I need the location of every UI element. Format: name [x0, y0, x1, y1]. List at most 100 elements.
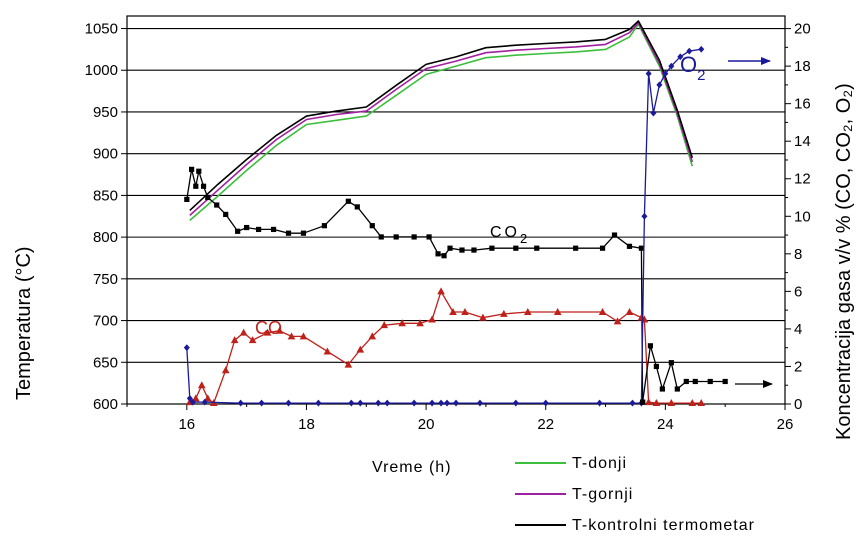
series-line-co [189, 290, 702, 404]
legend-label-t_donji: T-donji [572, 455, 627, 472]
data-point-co2 [447, 245, 453, 251]
data-point-o2 [677, 53, 684, 61]
y-tick-label-left: 650 [93, 354, 118, 371]
data-point-co_low [692, 378, 698, 385]
annotation-co2-sub: 2 [520, 231, 530, 246]
y-axis-title-left: Temperatura (°C) [13, 246, 35, 400]
data-point-o2 [512, 399, 519, 407]
data-point-co [428, 315, 436, 323]
annotation-o2: O2 [680, 52, 771, 84]
data-point-co [287, 332, 296, 340]
y-axis-title-right: Koncentracija gasa v/v % (CO, CO₂, O₂) [833, 83, 855, 440]
data-point-co [356, 345, 365, 353]
data-point-co [344, 360, 353, 368]
data-point-co2 [184, 196, 190, 202]
x-tick-label: 18 [298, 416, 315, 433]
right-axis: 0 2 4 6 8 10 12 14 16 18 20 [785, 21, 811, 413]
data-point-co2 [411, 234, 417, 240]
data-point-o2 [645, 70, 652, 78]
data-point-co2 [573, 245, 579, 251]
x-tick-label: 22 [537, 416, 554, 433]
y-tick-label-right: 2 [794, 358, 802, 375]
data-point-co [449, 308, 457, 316]
y-tick-label-left: 1050 [85, 21, 118, 38]
data-point-co [203, 394, 212, 402]
series-line-t_kontrolni [189, 20, 694, 211]
data-point-co2 [599, 245, 606, 251]
data-point-o2 [237, 399, 244, 407]
data-point-o2 [258, 399, 265, 407]
series-t_donji [189, 23, 694, 222]
data-point-co2 [435, 251, 441, 257]
data-point-co [644, 398, 653, 406]
data-point-co [437, 287, 445, 295]
data-point-o2 [315, 399, 322, 407]
series-line-o2 [186, 48, 702, 404]
data-point-co_low [683, 378, 689, 385]
data-point-o2 [186, 394, 193, 402]
left-axis: 600 650 700 750 800 850 900 950 1000 1050 [85, 21, 127, 413]
y-tick-label-right: 6 [794, 283, 802, 300]
annotation-co2: CO2 [490, 224, 530, 246]
data-point-co2 [193, 183, 199, 189]
legend-label-t_kontrolni: T-kontrolni termometar [572, 517, 755, 534]
x-tick-label: 16 [178, 416, 195, 433]
annotation-co2-base: CO [490, 224, 520, 241]
data-point-co2 [426, 234, 432, 240]
y-tick-label-left: 850 [93, 187, 118, 204]
data-point-o2 [662, 70, 669, 78]
data-point-co2 [345, 198, 351, 204]
data-point-co_low [653, 363, 659, 370]
annotation-co-label: CO [255, 318, 282, 338]
y-tick-label-right: 8 [794, 246, 802, 263]
data-point-o2 [629, 399, 636, 407]
data-point-o2 [438, 399, 445, 407]
data-point-co [652, 399, 661, 407]
data-point-o2 [189, 398, 196, 406]
data-point-co2 [196, 168, 202, 174]
data-point-co [197, 381, 206, 389]
data-point-o2 [357, 399, 364, 407]
data-point-co_low [659, 386, 665, 392]
y-tick-label-right: 18 [794, 58, 811, 75]
data-point-o2 [375, 399, 382, 407]
data-point-co2 [354, 204, 360, 210]
y-tick-label-right: 14 [794, 133, 811, 150]
data-point-o2 [656, 81, 663, 89]
series-line-t_gornji [189, 21, 694, 216]
data-point-co [191, 394, 200, 402]
y-tick-label-left: 750 [93, 271, 118, 288]
data-point-co_low [668, 360, 674, 366]
data-point-co2 [285, 230, 292, 236]
series-line-t_donji [189, 23, 694, 222]
series-co2 [184, 166, 646, 405]
data-point-co [500, 309, 508, 317]
data-point-co [553, 308, 562, 316]
data-point-co_low [674, 386, 680, 392]
data-point-co2 [270, 226, 277, 233]
data-point-co [221, 366, 230, 374]
series-co [186, 287, 706, 407]
grid-lines [127, 27, 785, 405]
data-point-co2 [369, 223, 375, 229]
data-point-co_low [640, 399, 646, 405]
series-co_low [640, 343, 728, 405]
data-point-co [688, 399, 697, 407]
y-tick-label-left: 1000 [85, 62, 118, 79]
data-point-co [299, 332, 308, 340]
data-point-co2 [214, 202, 220, 208]
data-point-co [368, 332, 377, 340]
data-point-co2 [378, 234, 384, 240]
series-line-co_low [641, 345, 726, 403]
annotation-o2-label: O2 [680, 52, 705, 84]
data-point-o2 [641, 212, 648, 220]
data-point-co [625, 308, 634, 316]
data-point-co2 [223, 211, 229, 218]
series-t_gornji [189, 21, 694, 216]
data-point-co2 [638, 245, 645, 251]
y-tick-label-right: 10 [794, 208, 811, 225]
legend-label-t_gornji: T-gornji [572, 486, 633, 503]
x-axis-title: Vreme (h) [372, 459, 452, 476]
data-point-co [239, 328, 248, 336]
data-point-co2 [459, 247, 465, 253]
